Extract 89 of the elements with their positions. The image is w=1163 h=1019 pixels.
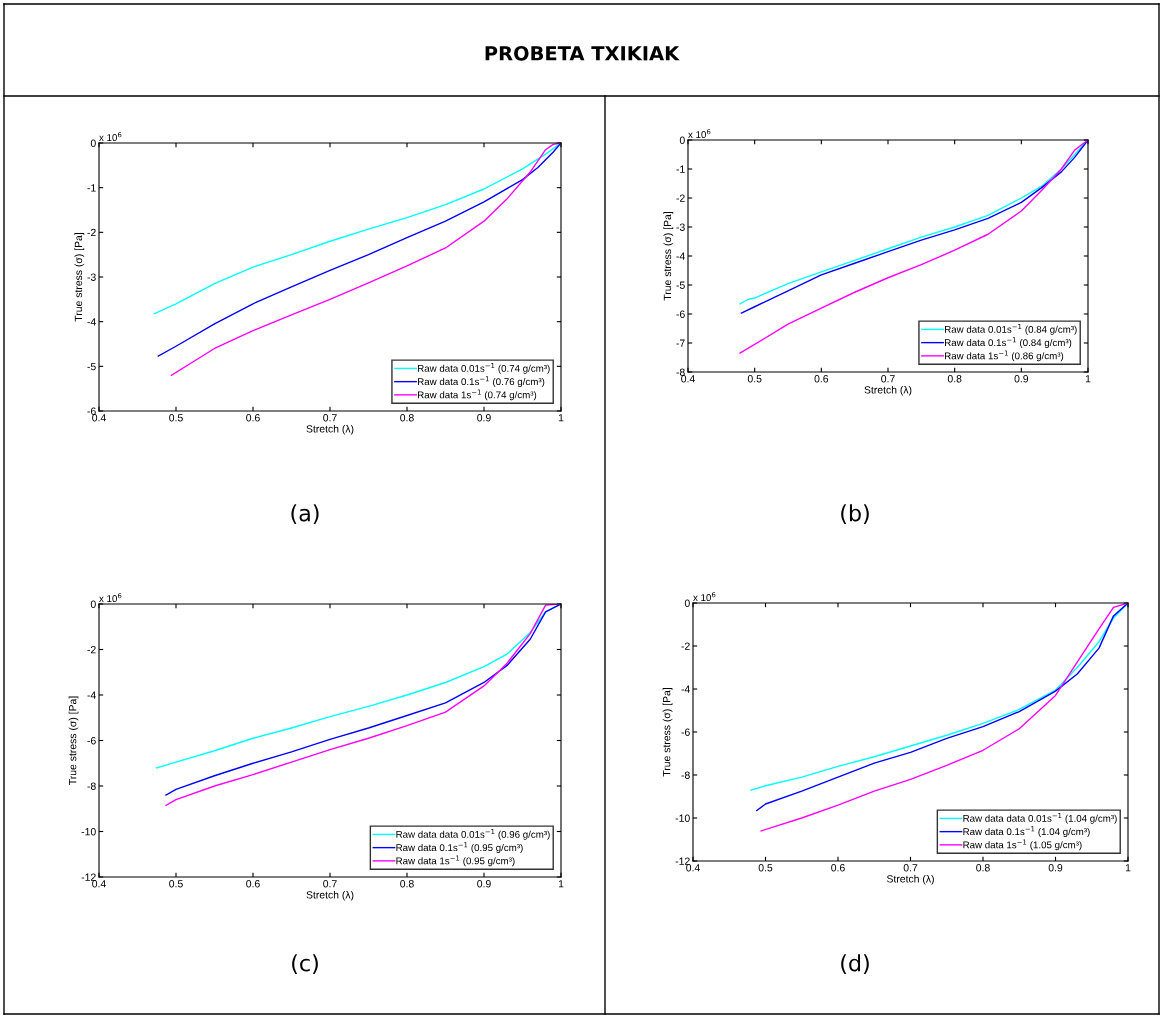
y-tick-label: -1 [87,184,96,192]
y-tick-label: -5 [676,281,685,289]
x-tick-label: 0.4 [686,864,700,872]
x-tick-label: 0.8 [947,375,962,383]
y-tick-label: -6 [681,728,690,736]
text: (d) [841,954,869,975]
x-tick-label: 0.4 [681,375,695,383]
y-tick-label: -2 [681,642,690,650]
chart-title: PROBETA TXIKIAK [485,45,680,61]
x-tick-label: 0.9 [1014,375,1029,383]
line-series [739,140,1088,354]
y-tick-label: -6 [87,737,96,745]
x-tick-label: 0.9 [477,414,491,422]
x-axis-title: Stretch (λ) [306,890,354,901]
y-tick-label: -1 [676,165,685,173]
y-tick-label: -3 [676,223,685,231]
x-tick-label: 0.5 [169,414,183,422]
x-tick-label: 0.5 [758,864,773,872]
x-tick-label: 0.5 [169,880,183,888]
y-tick-label: -2 [87,646,96,654]
x-tick-label: 0.7 [881,375,895,383]
x-tick-label: 1 [1125,864,1131,872]
legend-label: Raw data 1s$^{−1}$ (0.95 g/cm³) [396,855,515,867]
x-tick-label: 0.7 [323,414,337,422]
y-tick-label: 0 [679,136,685,144]
y-tick-label: -6 [676,310,685,318]
y-tick-label: -8 [676,368,685,376]
x-axis-title: Stretch (λ) [886,874,934,885]
legend-label: Raw data 0.01s$^{−1}$ (0.74 g/cm³) [418,363,550,374]
legend-label: Raw data 0.1s$^{−1}$ (0.76 g/cm³) [418,376,545,387]
y-tick-label: -4 [87,318,96,326]
x-tick-label: 0.4 [92,880,106,888]
text: x 10$^{6}$ [99,593,122,602]
y-tick-label: -8 [681,771,690,779]
y-tick-label: -4 [676,252,685,260]
y-tick-label: -5 [87,362,96,371]
x-tick-label: 0.7 [903,864,918,872]
y-tick-label: -6 [87,407,96,415]
y-axis-title: True stress (σ) [Pa] [74,233,85,322]
x-tick-label: 0.7 [323,880,337,888]
legend-label: Raw data 0.1s$^{−1}$ (0.84 g/cm³) [945,337,1072,348]
text: (b) [841,504,869,525]
legend-label: Raw data 1s$^{−1}$ (0.86 g/cm³) [945,350,1064,362]
x-tick-label: 0.9 [477,880,491,888]
x-tick-label: 0.6 [814,375,829,383]
y-axis-title: True stress (σ) [Pa] [68,696,79,785]
y-tick-label: -10 [81,828,96,836]
y-tick-label: -12 [81,873,96,881]
x-tick-label: 0.6 [246,880,260,888]
line-series [153,143,561,315]
legend-label: Raw data 0.1s$^{−1}$ (0.95 g/cm³) [396,842,523,853]
legend-label: Raw data data 0.01s$^{−1}$ (0.96 g/cm³) [396,829,550,840]
x-tick-label: 0.6 [831,864,845,872]
text: (a) [291,504,319,525]
text: (c) [292,954,318,975]
legend-label: Raw data 0.01s$^{−1}$ (0.84 g/cm³) [945,324,1077,335]
y-tick-label: 0 [684,599,690,607]
y-tick-label: -4 [681,685,690,693]
y-tick-label: -7 [676,339,685,347]
x-tick-label: 1 [558,414,564,422]
y-tick-label: -2 [676,194,685,202]
legend-label: Raw data 1s$^{−1}$ (0.74 g/cm³) [418,389,537,401]
x-tick-label: 1 [558,880,564,888]
x-tick-label: 0.8 [400,880,414,888]
x-tick-label: 0.4 [92,414,106,422]
x-tick-label: 0.6 [246,414,260,422]
y-axis-title: True stress (σ) [Pa] [663,212,674,301]
y-tick-label: -10 [675,814,690,822]
y-tick-label: 0 [90,139,96,147]
x-tick-label: 0.9 [1048,864,1063,872]
x-axis-title: Stretch (λ) [306,424,354,435]
text: x 10$^{6}$ [688,129,711,138]
y-tick-label: -2 [87,228,96,237]
x-axis-title: Stretch (λ) [864,385,912,396]
text: x 10$^{6}$ [99,132,122,141]
legend-label: Raw data 1s$^{−1}$ (1.05 g/cm³) [963,839,1082,851]
x-tick-label: 1 [1085,375,1091,383]
text: x 10$^{6}$ [693,592,716,601]
y-tick-label: -12 [675,857,690,865]
y-axis-title: True stress (σ) [Pa] [662,688,673,777]
x-tick-label: 0.5 [747,375,762,383]
legend-label: Raw data data 0.01s$^{−1}$ (1.04 g/cm³) [963,813,1117,824]
x-tick-label: 0.8 [976,864,990,872]
y-tick-label: -3 [87,273,96,281]
y-tick-label: -4 [87,691,96,699]
y-tick-label: -8 [87,782,96,790]
y-tick-label: 0 [90,600,96,608]
legend-label: Raw data 0.1s$^{−1}$ (1.04 g/cm³) [963,826,1090,837]
x-tick-label: 0.8 [400,414,414,422]
